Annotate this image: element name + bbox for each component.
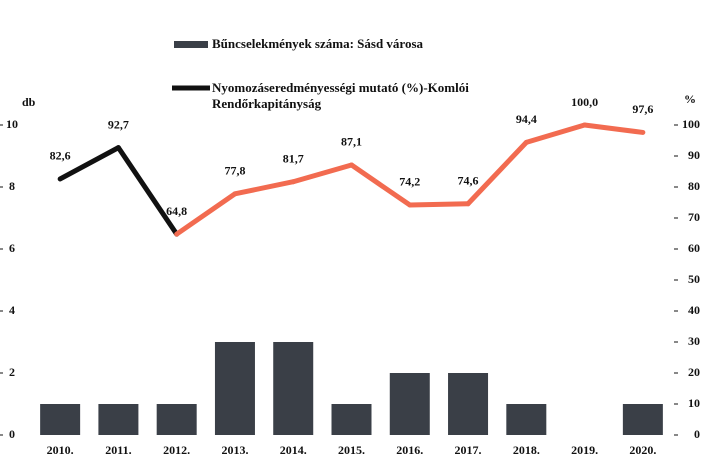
data-label: 87,1 [341,135,362,149]
y-tick-label: 10 [6,117,18,131]
y2-tick-label: 20 [688,365,700,379]
data-label: 97,6 [632,102,653,116]
x-tick-label: 2017. [455,443,482,457]
line-segment [290,162,354,185]
line-segment [523,122,588,145]
legend-bar: Bűncselekmények száma: Sásd városa [212,36,424,51]
y-tick-label: 8 [9,179,15,193]
bar [214,342,255,435]
line-segment [174,191,238,237]
data-label: 92,7 [108,117,129,131]
data-label: 81,7 [283,151,304,165]
x-tick-label: 2016. [396,443,423,457]
line-segment [582,122,646,135]
y2-tick-label: 60 [688,241,700,255]
x-tick-label: 2015. [338,443,365,457]
y2-tick-label: 40 [688,303,700,317]
x-tick-label: 2019. [571,443,598,457]
bar [448,373,489,435]
data-label: 94,4 [516,112,537,126]
bar [622,404,663,435]
bar [40,404,81,435]
y-axis-label: db [22,95,36,109]
line-segment [349,162,413,208]
line-segment [407,201,471,208]
x-tick-label: 2018. [513,443,540,457]
line-segment [232,179,296,197]
data-label: 82,6 [50,149,71,163]
x-tick-label: 2010. [47,443,74,457]
x-tick-label: 2020. [629,443,656,457]
y2-axis-label: % [684,92,696,106]
y-tick-label: 4 [9,303,15,317]
y2-tick-label: 70 [688,210,700,224]
x-tick-label: 2011. [105,443,131,457]
x-tick-label: 2012. [163,443,190,457]
bar [506,404,547,435]
y-tick-label: 0 [9,427,15,441]
bar [98,404,139,435]
bar [273,342,314,435]
data-label: 64,8 [166,204,187,218]
legend-line: Nyomozáseredményességi mutató (%)-Komlói… [212,80,469,111]
y-tick-label: 2 [9,365,15,379]
bar [331,404,372,435]
y2-tick-label: 0 [694,427,700,441]
y2-tick-label: 50 [688,272,700,286]
bar [389,373,430,435]
x-tick-label: 2013. [221,443,248,457]
line-segment [115,145,180,237]
data-label: 100,0 [571,95,598,109]
line-segment [57,145,121,182]
y2-tick-label: 100 [682,117,700,131]
data-label: 77,8 [224,164,245,178]
legend-bar-swatch [174,41,208,48]
y2-tick-label: 30 [688,334,700,348]
data-label: 74,2 [399,175,420,189]
data-label: 74,6 [458,173,479,187]
bar [156,404,197,435]
line-segment [465,139,529,207]
y2-tick-label: 90 [688,148,700,162]
y-tick-label: 6 [9,241,15,255]
y2-tick-label: 10 [688,396,700,410]
x-tick-label: 2014. [280,443,307,457]
y2-tick-label: 80 [688,179,700,193]
